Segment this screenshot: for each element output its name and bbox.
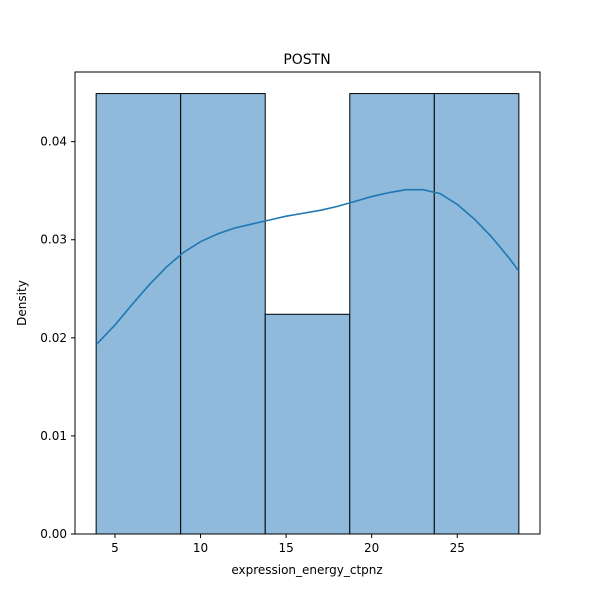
y-axis-ticks: 0.00 0.01 0.02 0.03 0.04 xyxy=(40,135,75,541)
chart-title: POSTN xyxy=(283,52,330,68)
histogram-bar-4 xyxy=(349,93,435,535)
histogram-bar-5 xyxy=(433,93,520,535)
y-axis-label: Density xyxy=(15,280,29,326)
x-tick-label: 10 xyxy=(193,541,208,555)
x-axis-ticks: 5 10 15 20 25 xyxy=(111,534,465,555)
histogram-bar-1 xyxy=(95,93,182,535)
y-tick-label: 0.01 xyxy=(40,429,67,443)
plot-frame xyxy=(74,71,541,535)
x-tick-label: 15 xyxy=(278,541,293,555)
histogram-bar-2 xyxy=(180,93,266,535)
x-tick-label: 5 xyxy=(111,541,119,555)
kde-line xyxy=(95,188,520,346)
x-axis-label: expression_energy_ctpnz xyxy=(231,563,382,577)
x-tick-label: 25 xyxy=(450,541,465,555)
bars-group xyxy=(95,93,520,535)
histogram-bar-3 xyxy=(264,313,351,535)
y-tick-label: 0.04 xyxy=(40,135,67,149)
x-tick-label: 20 xyxy=(364,541,379,555)
y-tick-label: 0.00 xyxy=(40,527,67,541)
y-tick-label: 0.03 xyxy=(40,233,67,247)
kde-group xyxy=(95,188,520,346)
y-tick-label: 0.02 xyxy=(40,331,67,345)
